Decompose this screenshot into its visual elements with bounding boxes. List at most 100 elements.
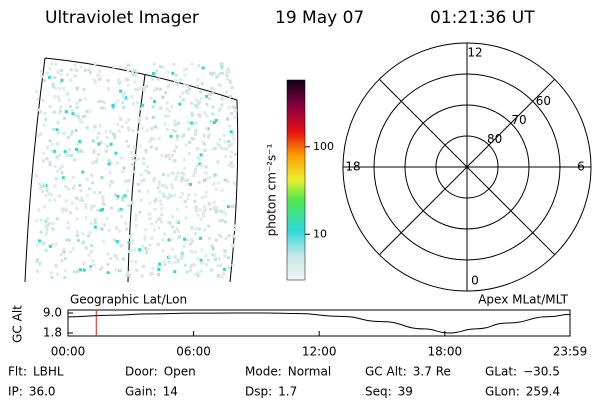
speckle (53, 76, 57, 80)
speckle (202, 214, 206, 218)
speckle (189, 182, 192, 186)
speckle (53, 184, 57, 188)
speckle (178, 235, 181, 238)
speckle (92, 151, 96, 154)
speckle (175, 137, 179, 141)
speckle (134, 214, 138, 218)
speckle (84, 206, 88, 209)
speckle (160, 213, 164, 217)
speckle (129, 151, 133, 154)
speckle (185, 84, 189, 88)
speckle (155, 87, 159, 91)
speckle (85, 177, 89, 181)
speckle (110, 206, 114, 210)
speckle (133, 248, 137, 252)
speckle (199, 90, 202, 94)
speckle (199, 153, 203, 157)
info-value: −30.5 (523, 365, 560, 379)
speckle (168, 254, 172, 258)
speckle (91, 139, 95, 143)
speckle (116, 123, 120, 126)
speckle (116, 99, 120, 103)
speckle (115, 197, 119, 201)
speckle (42, 159, 45, 163)
speckle (39, 218, 43, 222)
speckle (116, 161, 120, 165)
speckle (203, 148, 207, 152)
speckle (96, 73, 100, 77)
speckle (101, 207, 104, 211)
speckle (134, 74, 138, 78)
speckle (207, 133, 211, 137)
speckle (204, 263, 208, 266)
speckle (66, 92, 69, 96)
speckle (166, 196, 170, 200)
speckle (105, 149, 109, 153)
speckle (71, 112, 75, 116)
speckle (101, 198, 105, 202)
speckle (145, 251, 149, 254)
speckle (63, 269, 67, 273)
speckle (114, 225, 118, 229)
speckle (40, 75, 44, 79)
speckle (45, 227, 49, 231)
speckle (124, 179, 128, 183)
speckle (77, 267, 81, 271)
speckle (39, 186, 42, 190)
speckle (126, 189, 130, 193)
speckle (174, 73, 178, 77)
speckle (124, 222, 128, 225)
speckle (190, 263, 194, 267)
speckle (78, 184, 82, 187)
speckle (167, 260, 171, 264)
speckle (183, 167, 187, 171)
speckle (122, 193, 125, 197)
speckle (159, 199, 163, 203)
speckle (227, 205, 230, 209)
speckle (216, 142, 220, 146)
speckle (52, 110, 56, 114)
speckle (100, 176, 104, 179)
speckle (43, 183, 47, 187)
speckle (142, 89, 146, 93)
speckle (56, 95, 60, 99)
speckle (207, 202, 211, 206)
speckle (190, 249, 194, 253)
speckle (46, 71, 49, 75)
speckle (89, 250, 93, 254)
speckle (183, 178, 187, 182)
speckle (48, 163, 52, 167)
speckle (53, 198, 57, 202)
speckle (78, 98, 82, 102)
speckle (137, 189, 141, 193)
speckle (165, 107, 169, 111)
speckle (60, 207, 64, 211)
y-label: GC Alt (11, 305, 25, 343)
speckle (229, 81, 232, 85)
speckle (82, 240, 86, 244)
speckle (193, 121, 197, 125)
speckle (116, 194, 120, 198)
speckle (204, 171, 208, 175)
speckle (216, 264, 220, 268)
speckle (213, 147, 217, 151)
speckle (111, 180, 115, 184)
speckle (59, 105, 63, 109)
speckle (63, 150, 67, 154)
speckle (227, 234, 231, 238)
speckle (122, 95, 126, 99)
speckle (35, 174, 38, 178)
speckle (48, 105, 52, 108)
speckle (142, 264, 146, 268)
speckle (230, 243, 234, 247)
speckle (39, 110, 43, 114)
speckle (100, 227, 104, 231)
speckle (153, 199, 156, 203)
speckle (50, 142, 54, 146)
speckle (75, 101, 79, 105)
speckle (141, 126, 145, 130)
speckle (43, 111, 47, 115)
info-label: GLon: (485, 385, 520, 399)
speckle (223, 178, 227, 182)
speckle (38, 262, 42, 265)
